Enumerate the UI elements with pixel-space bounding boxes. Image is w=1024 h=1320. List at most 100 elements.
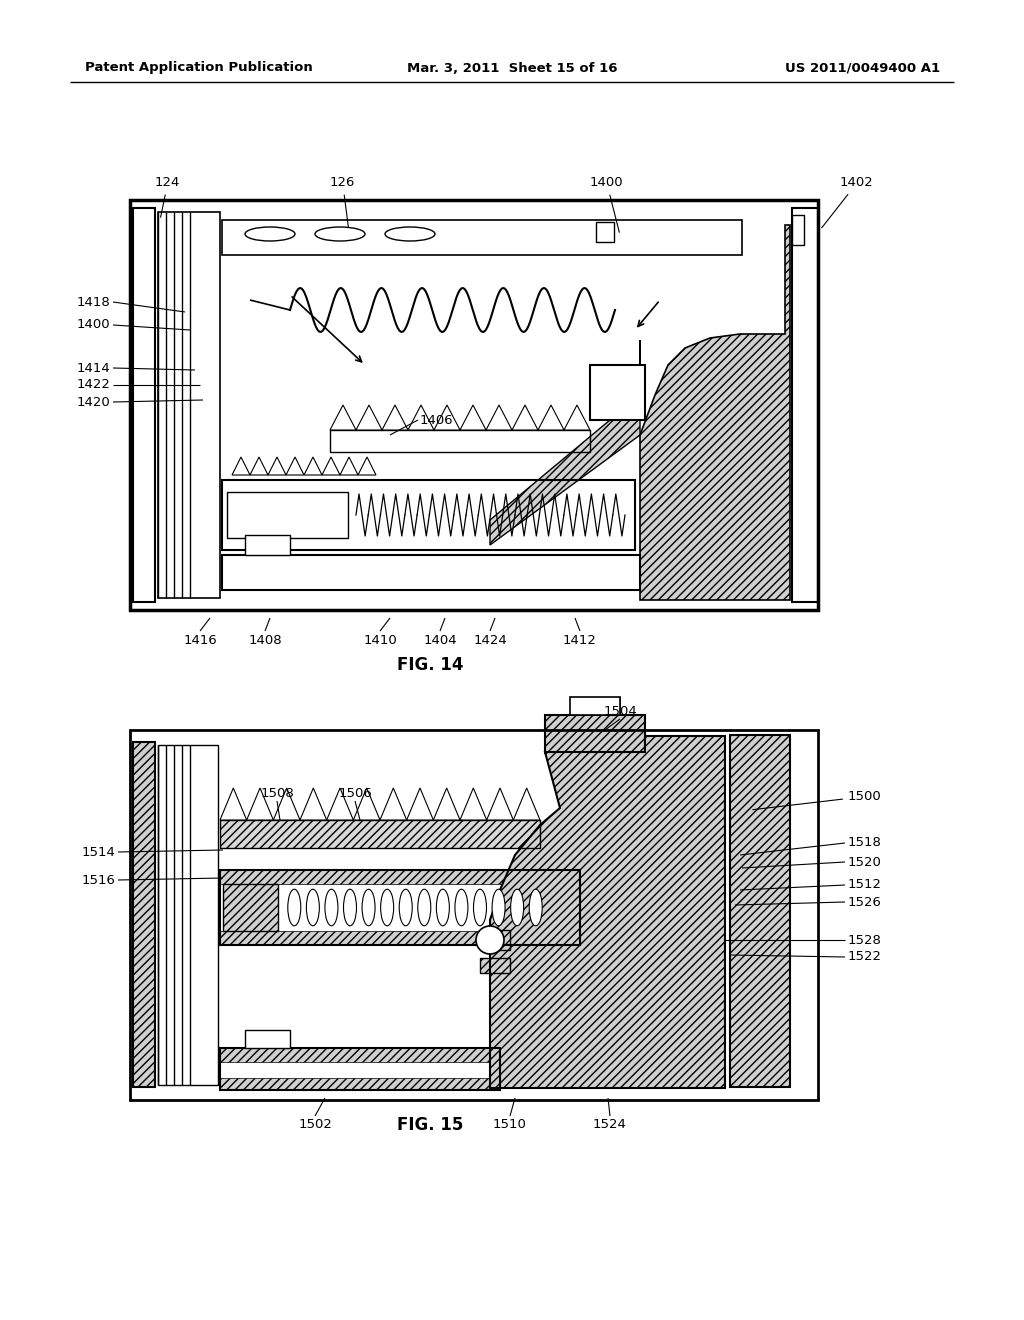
Bar [545, 715, 645, 752]
Bar [595, 370, 640, 381]
Bar [222, 480, 635, 550]
Ellipse shape [325, 890, 338, 925]
Text: 1416: 1416 [183, 634, 217, 647]
Bar [792, 215, 804, 246]
Polygon shape [273, 788, 300, 820]
Text: 1508: 1508 [260, 787, 294, 800]
Polygon shape [300, 788, 327, 820]
Text: 1402: 1402 [821, 177, 873, 228]
Bar [220, 1078, 500, 1090]
Bar [222, 578, 640, 590]
Bar [596, 222, 614, 242]
Bar [222, 539, 635, 550]
Polygon shape [358, 457, 376, 475]
Text: 1520: 1520 [848, 855, 882, 869]
Ellipse shape [418, 890, 431, 925]
Polygon shape [327, 788, 353, 820]
Text: 1406: 1406 [420, 413, 454, 426]
Polygon shape [512, 405, 538, 430]
Bar [570, 697, 620, 715]
Ellipse shape [385, 227, 435, 242]
Text: 1528: 1528 [848, 933, 882, 946]
Polygon shape [434, 405, 460, 430]
Text: 1514: 1514 [81, 846, 115, 858]
Polygon shape [490, 341, 640, 545]
Bar [227, 492, 348, 539]
Ellipse shape [306, 890, 319, 925]
Bar [158, 744, 218, 1085]
Text: 1518: 1518 [848, 837, 882, 850]
Bar [133, 742, 155, 1086]
Text: 1400: 1400 [77, 318, 110, 331]
Polygon shape [304, 457, 322, 475]
Ellipse shape [343, 890, 356, 925]
Polygon shape [513, 788, 540, 820]
Ellipse shape [455, 890, 468, 925]
Polygon shape [268, 457, 286, 475]
Ellipse shape [399, 890, 413, 925]
Bar [130, 201, 818, 610]
Text: 1404: 1404 [423, 634, 457, 647]
Text: 1526: 1526 [848, 895, 882, 908]
Bar [480, 958, 510, 973]
Polygon shape [486, 405, 512, 430]
Text: 1410: 1410 [364, 634, 397, 647]
Bar [222, 220, 742, 232]
Bar [480, 931, 510, 950]
Bar [220, 820, 540, 847]
Bar [133, 209, 155, 602]
Bar [245, 1030, 290, 1048]
Text: 1512: 1512 [848, 879, 882, 891]
Text: 1414: 1414 [76, 362, 110, 375]
Text: 1516: 1516 [81, 874, 115, 887]
Bar [222, 554, 640, 570]
Text: 1506: 1506 [338, 787, 372, 800]
Polygon shape [220, 788, 247, 820]
Bar [133, 742, 155, 1086]
Polygon shape [330, 405, 356, 430]
Bar [480, 931, 510, 950]
Bar [220, 931, 580, 945]
Bar [227, 492, 348, 539]
Polygon shape [408, 405, 434, 430]
Text: 1412: 1412 [563, 634, 597, 647]
Bar [220, 870, 580, 884]
Text: 1502: 1502 [298, 1118, 332, 1131]
Polygon shape [286, 457, 304, 475]
Circle shape [476, 927, 504, 954]
Polygon shape [433, 788, 460, 820]
Bar [480, 958, 510, 973]
Ellipse shape [381, 890, 393, 925]
Text: 1420: 1420 [76, 396, 110, 408]
Text: 1408: 1408 [248, 634, 282, 647]
Text: FIG. 14: FIG. 14 [396, 656, 463, 675]
Bar [792, 209, 818, 602]
Bar [792, 209, 818, 602]
Polygon shape [460, 405, 486, 430]
Bar [220, 870, 580, 945]
Bar [133, 209, 155, 602]
Bar [223, 884, 278, 931]
Polygon shape [322, 457, 340, 475]
Bar [545, 715, 645, 752]
Text: 1510: 1510 [494, 1118, 527, 1131]
Text: Patent Application Publication: Patent Application Publication [85, 62, 312, 74]
Text: 126: 126 [330, 177, 355, 238]
Text: 1524: 1524 [593, 1118, 627, 1131]
Ellipse shape [245, 227, 295, 242]
Bar [245, 535, 290, 554]
Polygon shape [460, 788, 486, 820]
Bar [730, 735, 790, 1086]
Polygon shape [247, 788, 273, 820]
Ellipse shape [362, 890, 375, 925]
Polygon shape [250, 457, 268, 475]
Bar [330, 430, 590, 451]
Bar [245, 535, 290, 545]
Text: 1400: 1400 [590, 177, 624, 232]
Text: Mar. 3, 2011  Sheet 15 of 16: Mar. 3, 2011 Sheet 15 of 16 [407, 62, 617, 74]
Bar [222, 554, 640, 590]
Polygon shape [340, 457, 358, 475]
Polygon shape [640, 224, 790, 601]
Polygon shape [490, 737, 725, 1088]
Polygon shape [538, 405, 564, 430]
